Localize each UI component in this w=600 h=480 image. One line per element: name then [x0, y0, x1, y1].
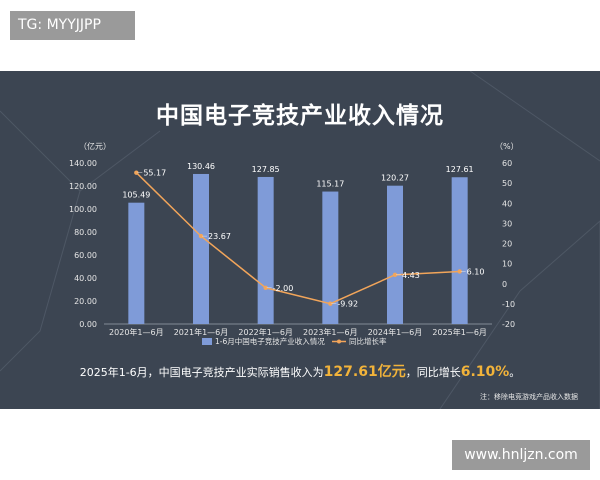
summary-revenue: 127.61亿元: [323, 364, 406, 380]
growth-point: [328, 301, 333, 306]
bar: [322, 191, 339, 324]
growth-point: [198, 233, 204, 239]
background-decoration: [0, 71, 600, 409]
right-axis-tick-label: -20: [502, 320, 515, 329]
bar: [193, 173, 209, 324]
left-axis-tick-label: 140.00: [69, 159, 97, 168]
right-axis-tick-label: 60: [502, 159, 512, 168]
left-axis-tick-label: 100.00: [69, 205, 97, 214]
right-axis-tick-label: 10: [502, 260, 512, 269]
right-axis-tick-label: 20: [502, 240, 512, 249]
legend-line-marker: [337, 339, 341, 344]
growth-point: [457, 269, 462, 274]
growth-value-label: -9.92: [337, 300, 358, 309]
bar: [451, 177, 468, 324]
right-axis-tick-label: 0: [502, 280, 507, 289]
left-axis-unit: （亿元）: [79, 141, 111, 151]
legend-line-label: 同比增长率: [349, 336, 387, 346]
legend-bar-swatch: [202, 338, 212, 345]
x-axis-tick-label: 2025年1—6月: [432, 327, 487, 337]
growth-value-label: 4.43: [402, 271, 420, 280]
chart-svg: （亿元） （%） 0.00 20.00 40.00 60.00 80.00 100.00 120…: [69, 141, 519, 346]
growth-point: [263, 285, 268, 290]
legend-bar-label: 1-6月中国电子竞技产业收入情况: [215, 336, 325, 346]
growth-value-label: 55.17: [143, 169, 166, 178]
left-axis-tick-label: 20.00: [74, 297, 97, 306]
growth-point: [134, 170, 139, 175]
bar-value-label: 105.49: [122, 191, 150, 200]
growth-value-label: -2.00: [273, 284, 294, 293]
x-axis-tick-label: 2023年1—6月: [303, 327, 358, 337]
summary-suffix: 。: [509, 366, 521, 379]
bar: [387, 185, 403, 324]
right-axis-tick-label: 30: [502, 219, 512, 228]
left-axis-tick-label: 0.00: [79, 320, 97, 329]
right-axis-tick-label: 40: [502, 199, 512, 208]
summary-growth: 6.10%: [460, 364, 510, 380]
watermark-bottom: www.hnljzn.com: [452, 440, 590, 470]
bar-value-label: 127.85: [252, 165, 280, 174]
x-axis-tick-label: 2020年1—6月: [109, 327, 164, 337]
chart-panel: 中国电子竞技产业收入情况 （亿元） （%） 0.00 20.00 40.00 60.00 8…: [0, 71, 600, 409]
left-axis-tick-label: 40.00: [74, 274, 97, 283]
bar-value-label: 115.17: [316, 180, 344, 189]
summary-middle: ，同比增长: [405, 366, 461, 379]
bar-value-label: 120.27: [381, 174, 409, 183]
right-axis-tick-label: 50: [502, 179, 512, 188]
right-axis-tick-label: -10: [502, 300, 515, 309]
watermark-top: TG: MYYJJPP: [10, 11, 135, 40]
x-axis-tick-label: 2024年1—6月: [368, 327, 423, 337]
bar-value-label: 127.61: [446, 165, 474, 174]
left-axis-tick-label: 60.00: [74, 251, 97, 260]
source-note: 注：移除电竞游戏产品收入数据: [480, 393, 578, 401]
right-axis-unit: （%）: [495, 142, 519, 151]
bar-value-label: 130.46: [187, 162, 215, 171]
x-axis-tick-label: 2022年1—6月: [238, 327, 293, 337]
bar: [128, 202, 145, 324]
summary-text: 2025年1-6月，中国电子竞技产业实际销售收入为127.61亿元，同比增长6.…: [0, 361, 600, 381]
growth-point: [392, 272, 398, 278]
chart-title: 中国电子竞技产业收入情况: [156, 103, 444, 129]
summary-prefix: 2025年1-6月，中国电子竞技产业实际销售收入为: [79, 366, 324, 379]
growth-line: [135, 172, 460, 305]
growth-value-label: 6.10: [467, 267, 485, 276]
x-axis-tick-label: 2021年1—6月: [174, 327, 229, 337]
left-axis-tick-label: 120.00: [69, 182, 97, 191]
bar: [257, 176, 274, 324]
growth-value-label: 23.67: [208, 232, 231, 241]
left-axis-tick-label: 80.00: [74, 228, 97, 237]
